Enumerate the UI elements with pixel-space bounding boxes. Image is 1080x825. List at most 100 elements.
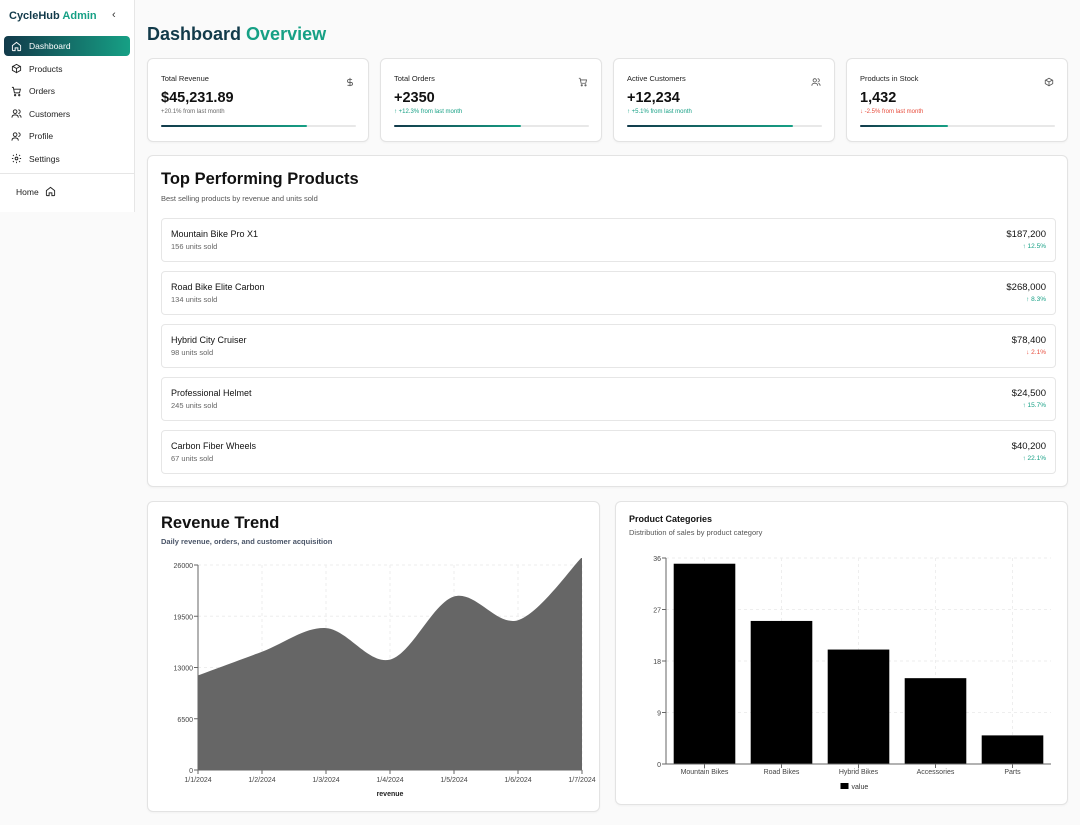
product-row[interactable]: Road Bike Elite Carbon 134 units sold $2…	[161, 271, 1056, 315]
x-tick-label: Parts	[1004, 769, 1021, 776]
product-name: Carbon Fiber Wheels	[171, 441, 257, 451]
stat-progress-bar	[394, 125, 589, 127]
x-tick-label: Mountain Bikes	[681, 769, 729, 776]
product-categories-title: Product Categories	[629, 514, 713, 524]
stat-progress-bar	[860, 125, 1055, 127]
x-tick-label: Road Bikes	[764, 769, 800, 776]
revenue-trend-title: Revenue Trend	[161, 514, 280, 532]
product-row[interactable]: Carbon Fiber Wheels 67 units sold $40,20…	[161, 430, 1056, 474]
sidebar-item-customers[interactable]: Customers	[4, 104, 130, 124]
product-name: Hybrid City Cruiser	[171, 335, 247, 345]
sidebar-item-label: Customers	[29, 108, 71, 119]
user-icon	[11, 131, 22, 142]
product-change: ↓ 2.1%	[1026, 349, 1046, 356]
product-units: 245 units sold	[171, 401, 218, 410]
sidebar-item-products[interactable]: Products	[4, 59, 130, 79]
stat-value: +12,234	[627, 90, 680, 106]
revenue-area-chart: 0 6500 13000 19500 26000 1/1/2024 1/2/2024 1/3/…	[174, 558, 596, 798]
product-row[interactable]: Hybrid City Cruiser 98 units sold $78,40…	[161, 324, 1056, 368]
x-tick-label: Accessories	[917, 769, 955, 776]
product-units: 156 units sold	[171, 242, 218, 251]
y-tick-label: 18	[653, 659, 661, 666]
cart-icon	[11, 86, 22, 97]
product-row[interactable]: Mountain Bike Pro X1 156 units sold $187…	[161, 218, 1056, 262]
revenue-trend-subtitle: Daily revenue, orders, and customer acqu…	[161, 537, 333, 546]
revenue-trend-card: Revenue Trend Daily revenue, orders, and…	[147, 501, 600, 812]
stat-value: 1,432	[860, 90, 897, 106]
x-tick-label: 1/7/2024	[568, 777, 595, 784]
y-tick-label: 27	[653, 608, 661, 615]
brand-name: CycleHub	[9, 10, 60, 22]
bar	[673, 563, 736, 764]
sidebar-item-label: Settings	[29, 153, 60, 164]
product-units: 67 units sold	[171, 454, 214, 463]
bar	[750, 620, 813, 764]
stat-delta: ↓ -2.5% from last month	[860, 109, 924, 115]
home-link-label: Home	[16, 186, 39, 197]
product-units: 98 units sold	[171, 348, 214, 357]
x-tick-label: 1/6/2024	[504, 777, 531, 784]
x-tick-label: 1/2/2024	[248, 777, 275, 784]
categories-bar-chart: 0 9 18 27 36 Mountain Bikes Road Bikes Hybrid B…	[653, 556, 1051, 791]
sidebar-item-label: Dashboard	[29, 41, 71, 51]
product-row[interactable]: Professional Helmet 245 units sold $24,5…	[161, 377, 1056, 421]
sidebar-item-label: Products	[29, 63, 63, 74]
stat-progress-bar	[627, 125, 822, 127]
product-categories-subtitle: Distribution of sales by product categor…	[629, 528, 763, 537]
stat-label: Products in Stock	[860, 74, 919, 83]
box-icon	[11, 63, 22, 74]
stat-progress-fill	[161, 125, 308, 127]
x-tick-label: 1/3/2024	[312, 777, 339, 784]
product-change: ↑ 8.3%	[1026, 296, 1046, 303]
sidebar-item-profile[interactable]: Profile	[4, 126, 130, 146]
stat-progress-fill	[860, 125, 948, 127]
sidebar-item-orders[interactable]: Orders	[4, 81, 130, 101]
product-name: Road Bike Elite Carbon	[171, 282, 265, 292]
product-revenue: $187,200	[1006, 229, 1046, 240]
gear-icon	[11, 153, 22, 164]
brand-logo[interactable]: CycleHub Admin	[9, 10, 97, 22]
chevron-left-icon[interactable]: ‹	[112, 9, 116, 21]
page-title-accent: Overview	[246, 24, 327, 44]
sidebar-nav: Dashboard Products Orders Customers Prof…	[4, 36, 130, 171]
y-tick-label: 36	[653, 556, 661, 563]
bar	[904, 678, 967, 764]
dollar-icon	[345, 74, 355, 87]
sidebar-item-settings[interactable]: Settings	[4, 149, 130, 169]
stat-card-active-customers: Active Customers +12,234 ↑ +5.1% from la…	[613, 58, 835, 142]
stat-label: Total Revenue	[161, 74, 209, 83]
sidebar-item-label: Orders	[29, 86, 55, 96]
y-tick-label: 9	[657, 711, 661, 718]
home-link[interactable]: Home	[16, 186, 56, 197]
x-tick-label: 1/5/2024	[440, 777, 467, 784]
stat-delta: ↑ +12.3% from last month	[394, 109, 463, 115]
users-icon	[811, 74, 821, 86]
page-title: Dashboard Overview	[147, 24, 326, 45]
stat-label: Total Orders	[394, 74, 435, 83]
x-axis-label: revenue	[377, 791, 404, 798]
sidebar-item-label: Profile	[29, 131, 54, 141]
stat-card-total-orders: Total Orders +2350 ↑ +12.3% from last mo…	[380, 58, 602, 142]
stat-progress-bar	[161, 125, 356, 127]
cart-icon	[578, 74, 588, 87]
product-change: ↑ 22.1%	[1022, 455, 1047, 462]
x-tick-label: 1/1/2024	[184, 777, 211, 784]
product-revenue: $24,500	[1011, 388, 1046, 399]
legend-swatch	[840, 783, 849, 789]
legend-label: value	[852, 784, 869, 791]
product-revenue: $268,000	[1006, 282, 1046, 293]
stat-label: Active Customers	[627, 74, 686, 83]
product-categories-card: Product Categories Distribution of sales…	[615, 501, 1068, 805]
x-tick-label: 1/4/2024	[376, 777, 403, 784]
top-products-title: Top Performing Products	[161, 170, 359, 188]
bar	[827, 649, 890, 764]
home-icon	[45, 186, 55, 197]
users-icon	[11, 108, 22, 119]
y-tick-label: 6500	[177, 717, 193, 724]
product-revenue: $78,400	[1011, 335, 1046, 346]
y-tick-label: 13000	[174, 666, 194, 673]
y-tick-label: 26000	[174, 563, 194, 570]
product-units: 134 units sold	[171, 295, 218, 304]
sidebar-item-dashboard[interactable]: Dashboard	[4, 36, 130, 56]
stat-card-products-in-stock: Products in Stock 1,432 ↓ -2.5% from las…	[846, 58, 1068, 142]
